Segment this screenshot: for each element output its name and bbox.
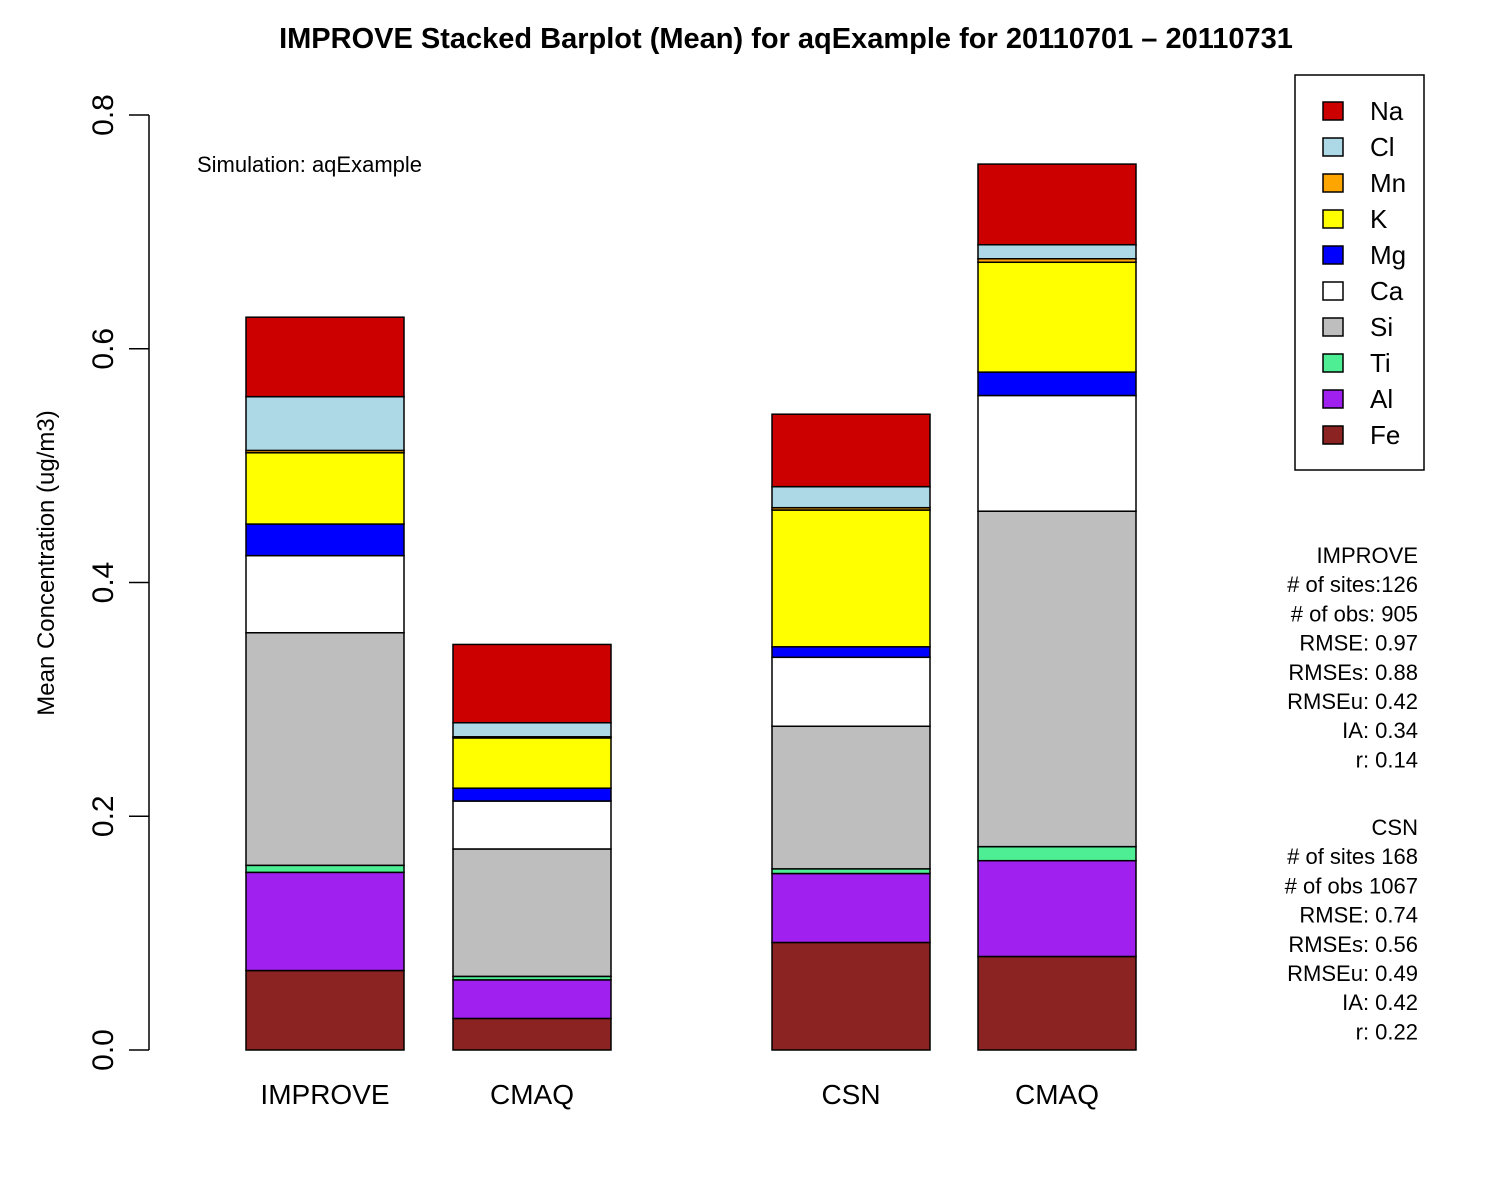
category-label: IMPROVE (260, 1079, 389, 1110)
stats-line: RMSEu: 0.49 (1287, 961, 1418, 986)
stats-line: RMSEu: 0.42 (1287, 689, 1418, 714)
bar-segment-k (245, 452, 405, 525)
bars-group (245, 163, 1137, 1051)
legend-label: Mn (1370, 168, 1406, 198)
bar-segment-fe (452, 1017, 612, 1051)
legend-swatch-mg (1322, 245, 1344, 265)
bar-segment-ca (245, 554, 405, 634)
bar-segment-na (977, 163, 1137, 246)
bar-stack (977, 163, 1137, 1051)
y-tick-label: 0.4 (87, 562, 120, 604)
bar-segment-ca (977, 394, 1137, 512)
stats-line: IMPROVE (1317, 543, 1418, 568)
bar-segment-cl (977, 243, 1137, 260)
bar-segment-cl (771, 485, 931, 509)
bar-segment-cl (452, 722, 612, 738)
simulation-annotation: Simulation: aqExample (197, 152, 422, 177)
bar-segment-mg (245, 523, 405, 557)
legend-swatch-cl (1322, 137, 1344, 157)
stats-line: RMSE: 0.74 (1299, 903, 1418, 928)
bar-segment-na (771, 413, 931, 488)
bar-segment-ti (245, 864, 405, 874)
bar-segment-ca (452, 800, 612, 850)
bar-segment-k (771, 509, 931, 648)
bar-segment-si (771, 725, 931, 870)
bar-segment-mg (771, 646, 931, 659)
legend-swatch-k (1322, 209, 1344, 229)
bar-segment-mg (452, 787, 612, 802)
legend-label: Si (1370, 312, 1393, 342)
stats-line: IA: 0.42 (1342, 990, 1418, 1015)
category-labels: IMPROVE CMAQ CSN CMAQ (260, 1079, 1099, 1110)
stats-line: RMSEs: 0.88 (1288, 660, 1418, 685)
bar-stack (771, 413, 931, 1051)
stats-line: RMSE: 0.97 (1299, 631, 1418, 656)
bar-stack (245, 316, 405, 1051)
legend-swatch-fe (1322, 425, 1344, 445)
legend-label: K (1370, 204, 1388, 234)
legend-box (1294, 74, 1425, 471)
legend-label: Ti (1370, 348, 1391, 378)
stats-line: CSN (1372, 815, 1418, 840)
legend: Na Cl Mn K Mg Ca Si Ti Al Fe (1294, 74, 1425, 471)
y-tick-label: 0.0 (87, 1029, 120, 1071)
bar-segment-si (245, 632, 405, 867)
stats-line: IA: 0.34 (1342, 718, 1418, 743)
stats-line: RMSEs: 0.56 (1288, 932, 1418, 957)
legend-swatch-mn (1322, 173, 1344, 193)
bar-segment-cl (245, 395, 405, 452)
bar-segment-mg (977, 371, 1137, 397)
stats-line: r: 0.14 (1356, 747, 1418, 772)
legend-label: Cl (1370, 132, 1395, 162)
category-label: CMAQ (1015, 1079, 1099, 1110)
bar-segment-k (452, 737, 612, 789)
category-label: CMAQ (490, 1079, 574, 1110)
chart-title: IMPROVE Stacked Barplot (Mean) for aqExa… (279, 23, 1293, 55)
bar-segment-na (452, 643, 612, 724)
y-axis: 0.0 0.2 0.4 0.6 0.8 (87, 94, 150, 1071)
bar-segment-na (245, 316, 405, 398)
legend-label: Al (1370, 384, 1393, 414)
legend-label: Fe (1370, 420, 1400, 450)
legend-label: Mg (1370, 240, 1406, 270)
bar-segment-ti (977, 845, 1137, 862)
stats-line: # of sites:126 (1287, 572, 1418, 597)
legend-label: Na (1370, 96, 1404, 126)
legend-swatch-al (1322, 389, 1344, 409)
stats-line: # of sites 168 (1287, 844, 1418, 869)
stats-line: r: 0.22 (1356, 1019, 1418, 1044)
stats-panel: IMPROVE # of sites:126 # of obs: 905 RMSE: … (1285, 543, 1418, 1044)
legend-swatch-na (1322, 101, 1344, 121)
y-tick-label: 0.6 (87, 328, 120, 370)
bar-segment-fe (977, 955, 1137, 1051)
bar-segment-si (452, 848, 612, 978)
bar-segment-al (771, 872, 931, 944)
bar-segment-k (977, 261, 1137, 373)
bar-segment-al (977, 859, 1137, 958)
legend-label: Ca (1370, 276, 1404, 306)
legend-swatch-si (1322, 317, 1344, 337)
stats-line: # of obs: 905 (1291, 601, 1418, 626)
bar-segment-ca (771, 656, 931, 728)
y-tick-label: 0.2 (87, 795, 120, 837)
bar-segment-al (452, 979, 612, 1020)
legend-swatch-ti (1322, 353, 1344, 373)
y-tick-label: 0.8 (87, 94, 120, 136)
category-label: CSN (821, 1079, 880, 1110)
stats-line: # of obs 1067 (1285, 873, 1418, 898)
bar-segment-al (245, 871, 405, 972)
legend-swatch-ca (1322, 281, 1344, 301)
bar-segment-fe (245, 969, 405, 1051)
bar-segment-fe (771, 941, 931, 1051)
bar-stack (452, 643, 612, 1051)
bar-segment-si (977, 510, 1137, 848)
y-axis-label: Mean Concentration (ug/m3) (33, 410, 60, 715)
